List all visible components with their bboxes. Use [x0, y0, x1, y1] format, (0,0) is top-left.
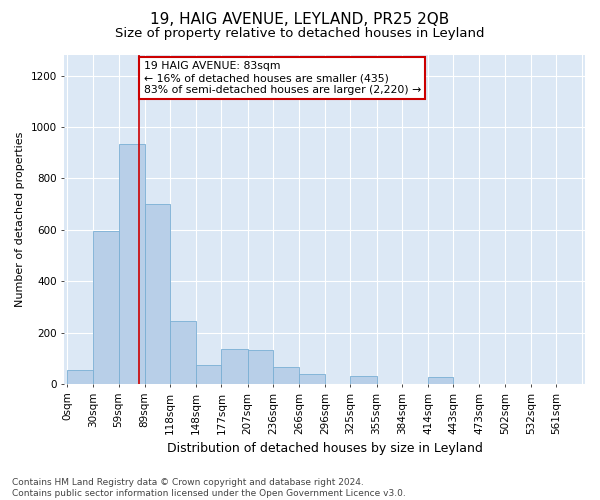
Text: 19, HAIG AVENUE, LEYLAND, PR25 2QB: 19, HAIG AVENUE, LEYLAND, PR25 2QB: [151, 12, 449, 28]
X-axis label: Distribution of detached houses by size in Leyland: Distribution of detached houses by size …: [167, 442, 482, 455]
Text: Contains HM Land Registry data © Crown copyright and database right 2024.
Contai: Contains HM Land Registry data © Crown c…: [12, 478, 406, 498]
Bar: [119, 144, 145, 384]
Bar: [196, 364, 221, 384]
Bar: [145, 204, 170, 384]
Bar: [428, 378, 454, 384]
Bar: [221, 349, 248, 384]
Bar: [350, 376, 377, 384]
Text: Size of property relative to detached houses in Leyland: Size of property relative to detached ho…: [115, 28, 485, 40]
Bar: [248, 350, 273, 384]
Text: 19 HAIG AVENUE: 83sqm
← 16% of detached houses are smaller (435)
83% of semi-det: 19 HAIG AVENUE: 83sqm ← 16% of detached …: [144, 62, 421, 94]
Bar: [93, 231, 119, 384]
Y-axis label: Number of detached properties: Number of detached properties: [15, 132, 25, 307]
Bar: [170, 321, 196, 384]
Bar: [67, 370, 93, 384]
Bar: [299, 374, 325, 384]
Bar: [273, 367, 299, 384]
